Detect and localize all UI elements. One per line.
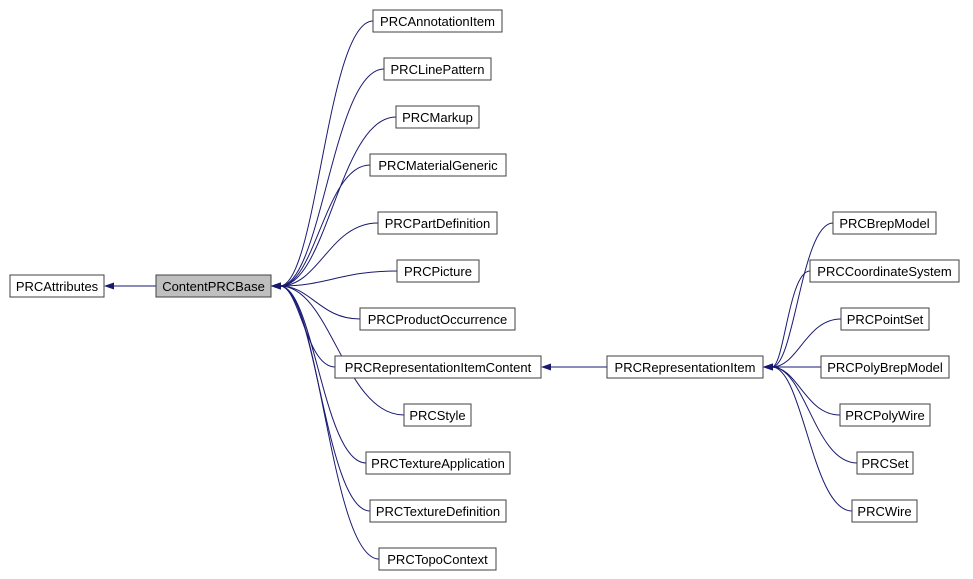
node-PRCProductOccurrence[interactable]: PRCProductOccurrence xyxy=(360,308,515,330)
edge xyxy=(271,283,335,368)
edge-arrow-icon xyxy=(763,364,773,371)
edge-arrow-icon xyxy=(541,364,551,371)
edge-arrow-icon xyxy=(271,283,281,290)
edge-line xyxy=(280,286,370,511)
node-box[interactable] xyxy=(840,404,930,426)
edge xyxy=(763,271,810,371)
node-box[interactable] xyxy=(10,275,104,297)
edge xyxy=(541,364,607,371)
node-box[interactable] xyxy=(810,260,959,282)
node-box[interactable] xyxy=(841,308,929,330)
edge-line xyxy=(772,367,852,511)
edge-line xyxy=(280,286,335,367)
node-PRCPartDefinition[interactable]: PRCPartDefinition xyxy=(378,212,497,234)
node-box[interactable] xyxy=(156,275,271,297)
node-PRCStyle[interactable]: PRCStyle xyxy=(404,404,471,426)
edge-line xyxy=(280,69,384,286)
node-box[interactable] xyxy=(370,500,506,522)
node-box[interactable] xyxy=(607,356,763,378)
nodes-layer: PRCAttributes ContentPRCBase PRCAnnotation… xyxy=(10,10,959,570)
node-box[interactable] xyxy=(821,356,949,378)
node-PRCAnnotationItem[interactable]: PRCAnnotationItem xyxy=(373,10,502,32)
node-PRCPolyWire[interactable]: PRCPolyWire xyxy=(840,404,930,426)
edge-line xyxy=(280,271,397,286)
node-ContentPRCBase[interactable]: ContentPRCBase xyxy=(156,275,271,297)
node-PRCTopoContext[interactable]: PRCTopoContext xyxy=(379,548,496,570)
node-box[interactable] xyxy=(360,308,515,330)
inheritance-diagram: PRCAttributes ContentPRCBase PRCAnnotation… xyxy=(0,0,973,579)
edge-line xyxy=(280,21,373,286)
node-PRCTextureApplication[interactable]: PRCTextureApplication xyxy=(366,452,510,474)
node-box[interactable] xyxy=(857,452,913,474)
node-PRCPolyBrepModel[interactable]: PRCPolyBrepModel xyxy=(821,356,949,378)
node-PRCMarkup[interactable]: PRCMarkup xyxy=(396,106,479,128)
edge xyxy=(763,223,833,371)
node-PRCMaterialGeneric[interactable]: PRCMaterialGeneric xyxy=(370,154,506,176)
node-box[interactable] xyxy=(833,212,936,234)
edge-line xyxy=(772,223,833,367)
edge xyxy=(271,21,373,290)
edge xyxy=(271,283,404,416)
node-box[interactable] xyxy=(404,404,471,426)
node-box[interactable] xyxy=(378,212,497,234)
edge xyxy=(763,364,852,512)
node-PRCAttributes[interactable]: PRCAttributes xyxy=(10,275,104,297)
node-box[interactable] xyxy=(335,356,541,378)
edge xyxy=(271,69,384,290)
node-PRCRepresentationItem[interactable]: PRCRepresentationItem xyxy=(607,356,763,378)
node-PRCRepresentationItemContent[interactable]: PRCRepresentationItemContent xyxy=(335,356,541,378)
node-PRCTextureDefinition[interactable]: PRCTextureDefinition xyxy=(370,500,506,522)
edge-line xyxy=(280,117,396,286)
edge xyxy=(271,165,370,290)
node-box[interactable] xyxy=(384,58,491,80)
node-PRCCoordinateSystem[interactable]: PRCCoordinateSystem xyxy=(810,260,959,282)
edge-arrow-icon xyxy=(104,283,114,290)
node-box[interactable] xyxy=(852,500,917,522)
node-box[interactable] xyxy=(396,106,479,128)
node-box[interactable] xyxy=(379,548,496,570)
node-PRCWire[interactable]: PRCWire xyxy=(852,500,917,522)
edge xyxy=(104,283,156,290)
node-PRCSet[interactable]: PRCSet xyxy=(857,452,913,474)
edge xyxy=(271,223,378,290)
node-PRCLinePattern[interactable]: PRCLinePattern xyxy=(384,58,491,80)
node-PRCPicture[interactable]: PRCPicture xyxy=(397,260,479,282)
node-PRCPointSet[interactable]: PRCPointSet xyxy=(841,308,929,330)
edge-line xyxy=(280,286,360,319)
node-PRCBrepModel[interactable]: PRCBrepModel xyxy=(833,212,936,234)
node-box[interactable] xyxy=(366,452,510,474)
node-box[interactable] xyxy=(397,260,479,282)
edge xyxy=(271,117,396,290)
node-box[interactable] xyxy=(373,10,502,32)
edge-line xyxy=(772,271,810,367)
node-box[interactable] xyxy=(370,154,506,176)
